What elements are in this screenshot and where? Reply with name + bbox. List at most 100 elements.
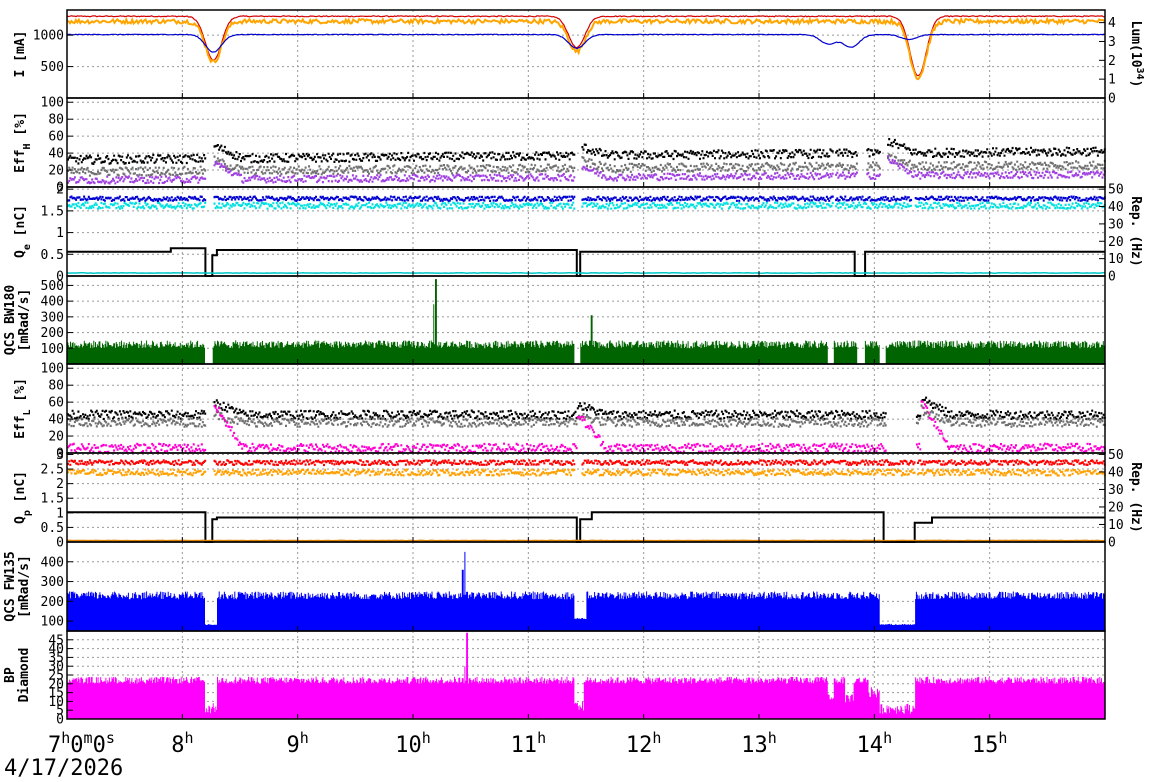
y-tick-label: 500 — [41, 60, 64, 75]
y2-tick-label: 0 — [1108, 270, 1116, 285]
y-tick-label: 20 — [48, 677, 64, 692]
filled-trace — [66, 279, 1105, 364]
y2-tick-label: 10 — [1108, 518, 1124, 533]
y-tick-label: 40 — [48, 642, 64, 657]
panel-beam-current: 500 1000 0 1 2 3 4 I [mA] Lum(1034) — [13, 9, 1146, 107]
x-tick-label: 14h — [857, 729, 893, 758]
filled-trace — [66, 632, 1105, 719]
y-tick-label: 3 — [56, 448, 64, 463]
series-eff-l-0 — [67, 396, 1106, 421]
y-tick-label: 0 — [56, 270, 64, 285]
y-axis-label: I [mA] — [13, 31, 28, 78]
y-tick-label: 0 — [56, 536, 64, 551]
y-axis-label: QCS BW180 — [3, 285, 18, 356]
y2-tick-label: 30 — [1108, 483, 1124, 498]
current-trace — [66, 16, 1106, 81]
panel-frame — [66, 9, 1106, 99]
series-qcs-fw135-0 — [66, 551, 1105, 631]
y-axis-label: Qe [nC] — [13, 205, 33, 258]
y-tick-label: 1000 — [33, 29, 64, 44]
scatter-points — [67, 400, 1106, 454]
y-tick-label: 0 — [56, 713, 64, 728]
y2-tick-label: 0 — [1108, 536, 1116, 551]
y-axis-label: [mRad/s] — [17, 555, 32, 618]
y-tick-label: 60 — [48, 396, 64, 411]
panel-eff-l: 0 20 40 60 80 100 EffL [%] — [13, 362, 1106, 462]
y-tick-label: 5 — [56, 704, 64, 719]
y-tick-label: 0.5 — [41, 521, 64, 536]
scatter-points — [67, 201, 1106, 210]
x-tick-label: 8h — [171, 729, 193, 758]
y-tick-label: 1 — [56, 226, 64, 241]
series-eff-h-0 — [67, 138, 1106, 165]
y-tick-label: 30 — [48, 660, 64, 675]
y-tick-label: 100 — [41, 615, 64, 630]
current-trace — [66, 33, 1106, 53]
y2-tick-label: 40 — [1108, 200, 1124, 215]
y-tick-label: 1.5 — [41, 204, 64, 219]
series-qcs-bw180-0 — [66, 279, 1105, 364]
y-tick-label: 45 — [48, 633, 64, 648]
baseline-trace — [66, 271, 1105, 274]
series-qe-3 — [66, 271, 1105, 274]
x-tick-label: 11h — [511, 729, 547, 758]
filled-trace — [66, 551, 1105, 631]
y-tick-label: 2 — [56, 183, 64, 198]
y2-tick-label: 2 — [1108, 54, 1116, 69]
x-tick-label: 9h — [287, 729, 309, 758]
y-tick-label: 0 — [56, 181, 64, 196]
y-axis-label: QCS FW135 — [3, 551, 18, 621]
y-tick-label: 60 — [48, 130, 64, 145]
y-tick-label: 400 — [41, 295, 64, 310]
y-axis-label: Qp [nC] — [13, 471, 33, 524]
y-tick-label: 1 — [56, 506, 64, 521]
panel-frame — [66, 97, 1106, 188]
y-tick-label: 40 — [48, 147, 64, 162]
series-eff-h-1 — [67, 153, 1106, 177]
series-eff-h-2 — [67, 155, 1106, 185]
panel-eff-h: 0 20 40 60 80 100 EffH [%] — [13, 96, 1106, 196]
y-tick-label: 20 — [48, 164, 64, 179]
series-qe-0 — [67, 201, 1106, 210]
series-beam-current-1 — [66, 16, 1106, 81]
date-label: 4/17/2026 — [4, 756, 124, 781]
rep-rate-step — [67, 511, 1105, 543]
y-tick-label: 300 — [41, 310, 64, 325]
y2-tick-label: 50 — [1108, 448, 1124, 463]
y-tick-label: 400 — [41, 555, 64, 570]
y-tick-label: 100 — [41, 362, 64, 377]
y2-tick-label: 20 — [1108, 500, 1124, 515]
panel-qcs-fw135: 100 200 300 400 QCS FW135 [mRad/s] — [3, 541, 1106, 632]
y2-tick-label: 3 — [1108, 35, 1116, 50]
y2-tick-label: 0 — [1108, 92, 1116, 107]
y-tick-label: 2.5 — [41, 463, 64, 478]
y2-axis-label: Rep. (Hz) — [1128, 462, 1143, 532]
x-tick-label: 15h — [972, 729, 1008, 758]
x-tick-label: 12h — [626, 729, 662, 758]
scatter-points — [67, 468, 1106, 477]
y-tick-label: 300 — [41, 575, 64, 590]
x-tick-label: 13h — [741, 729, 777, 758]
series-bp-diamond-0 — [66, 632, 1105, 719]
y2-tick-label: 10 — [1108, 252, 1124, 267]
y-tick-label: 100 — [41, 342, 64, 357]
y-tick-label: 0.5 — [41, 248, 64, 263]
y2-axis-label: Rep. (Hz) — [1128, 196, 1143, 266]
y2-tick-label: 4 — [1108, 16, 1116, 31]
y-axis-label: EffH [%] — [13, 112, 33, 173]
y-tick-label: 80 — [48, 113, 64, 128]
y-tick-label: 40 — [48, 413, 64, 428]
series-qp-1 — [67, 459, 1106, 467]
y-tick-label: 25 — [48, 669, 64, 684]
y-axis-label: Diamond — [17, 648, 32, 703]
series-qp-2 — [67, 511, 1105, 543]
y-axis-label: EffL [%] — [13, 378, 33, 439]
scatter-points — [67, 195, 1106, 202]
panel-frame — [66, 452, 1106, 543]
y2-tick-label: 20 — [1108, 235, 1124, 250]
y2-tick-label: 30 — [1108, 217, 1124, 232]
y-tick-label: 10 — [48, 695, 64, 710]
